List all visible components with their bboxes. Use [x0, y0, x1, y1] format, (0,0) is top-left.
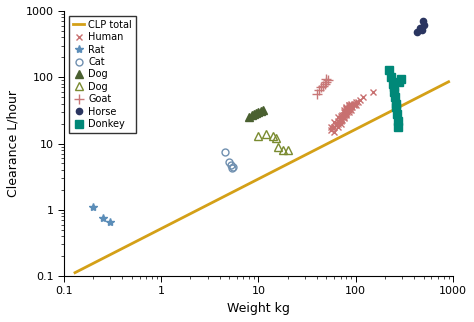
Human	[331, 130, 337, 134]
Line: Horse: Horse	[411, 15, 430, 38]
Human	[370, 90, 376, 94]
Donkey	[396, 80, 402, 84]
Dog	[260, 108, 265, 112]
Line: Cat: Cat	[221, 148, 237, 172]
CLP total	[301, 154, 307, 158]
CLP total	[411, 98, 417, 101]
Donkey	[393, 106, 399, 109]
Dog	[254, 111, 259, 115]
Goat	[324, 77, 329, 80]
Horse	[415, 30, 420, 34]
Goat	[325, 78, 331, 82]
Donkey	[391, 86, 396, 90]
Human	[346, 103, 352, 107]
Donkey	[393, 102, 399, 106]
Dog	[275, 145, 281, 148]
Dog	[258, 109, 264, 113]
Donkey	[388, 75, 394, 79]
CLP total	[387, 110, 393, 114]
Goat	[322, 82, 328, 86]
Line: CLP total: CLP total	[75, 82, 448, 273]
Line: Dog: Dog	[245, 106, 267, 121]
Cat	[222, 150, 228, 154]
X-axis label: Weight kg: Weight kg	[227, 302, 290, 315]
Horse	[419, 28, 425, 32]
Human	[339, 118, 345, 121]
Donkey	[392, 90, 397, 94]
CLP total	[446, 80, 451, 84]
Human	[344, 111, 349, 115]
Horse	[418, 26, 423, 30]
Dog	[281, 148, 286, 152]
Dog	[285, 148, 291, 152]
CLP total	[293, 158, 299, 162]
CLP total	[294, 157, 300, 161]
Dog	[264, 132, 269, 136]
Human	[344, 113, 349, 117]
Legend: CLP total, Human, Rat, Cat, Dog, Dog, Goat, Horse, Donkey: CLP total, Human, Rat, Cat, Dog, Dog, Go…	[69, 16, 136, 133]
Human	[342, 112, 348, 116]
Donkey	[398, 77, 403, 80]
Cat	[227, 160, 232, 164]
Rat	[108, 220, 113, 224]
Dog	[251, 112, 257, 116]
Human	[351, 103, 356, 107]
Donkey	[395, 125, 401, 128]
Line: Dog: Dog	[255, 130, 292, 154]
Dog	[246, 115, 252, 119]
Horse	[420, 19, 426, 23]
Donkey	[395, 119, 401, 123]
Line: Rat: Rat	[89, 203, 115, 226]
Goat	[318, 86, 324, 90]
CLP total	[72, 271, 78, 275]
Cat	[229, 166, 235, 170]
Y-axis label: Clearance L/hour: Clearance L/hour	[7, 90, 20, 197]
Donkey	[386, 68, 392, 71]
Line: Donkey: Donkey	[385, 65, 405, 131]
Human	[328, 128, 333, 132]
Donkey	[390, 82, 396, 86]
Dog	[255, 134, 261, 138]
Cat	[230, 165, 236, 168]
Line: Goat: Goat	[312, 74, 333, 99]
Donkey	[394, 112, 400, 116]
Dog	[249, 113, 255, 117]
Dog	[255, 110, 261, 114]
Line: Human: Human	[328, 89, 376, 135]
Goat	[324, 80, 329, 84]
Cat	[228, 163, 234, 166]
Goat	[314, 92, 320, 96]
Goat	[320, 84, 326, 88]
Human	[341, 110, 346, 114]
Goat	[316, 88, 322, 91]
Rat	[100, 216, 106, 220]
Horse	[421, 23, 427, 27]
CLP total	[73, 270, 79, 274]
Dog	[273, 136, 278, 140]
Donkey	[392, 95, 398, 99]
Rat	[91, 205, 96, 209]
Dog	[270, 134, 275, 138]
